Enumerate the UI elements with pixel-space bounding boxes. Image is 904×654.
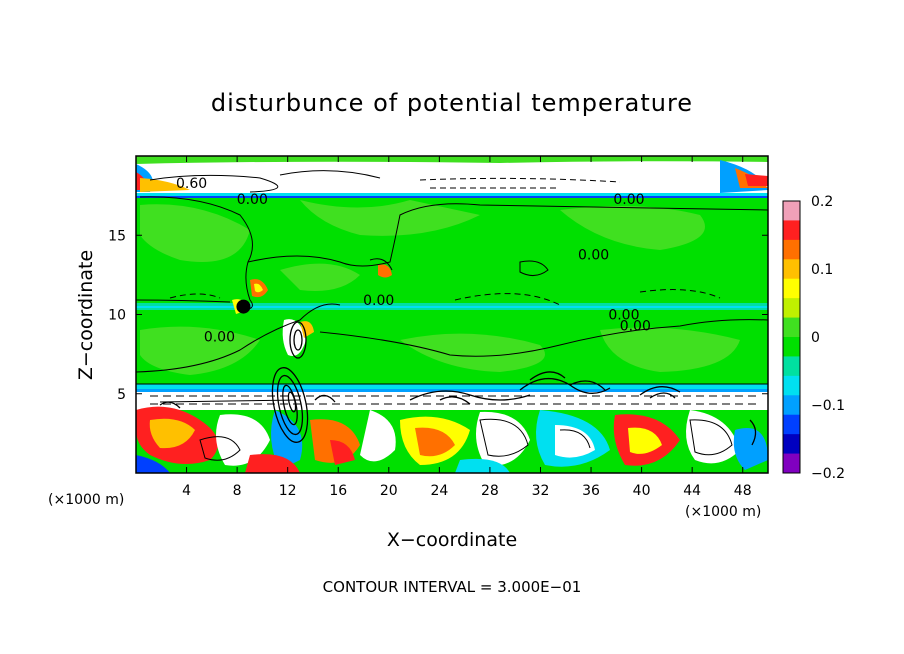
colorbar-swatch — [783, 356, 800, 377]
colorbar-tick-label: 0.2 — [811, 194, 833, 210]
colorbar-swatch — [783, 259, 800, 280]
y-axis-label: Z−coordinate — [75, 250, 97, 380]
contour-label: 0.00 — [363, 293, 394, 309]
contour-label: 0.00 — [578, 247, 609, 263]
dense-contours — [159, 321, 757, 446]
colorbar-swatch — [783, 239, 800, 260]
plot-area: 0.600.00 0.000.000.000.000.000.00 — [136, 156, 768, 473]
colorbar-swatch — [783, 220, 800, 241]
colorbar-swatch — [783, 395, 800, 416]
colorbar-swatch — [783, 317, 800, 338]
contour-label: 0.00 — [613, 192, 644, 208]
colorbar: 0.2 0.1 0 −0.1 −0.2 — [782, 194, 845, 482]
colorbar-swatch — [783, 414, 800, 435]
colorbar-swatch — [783, 375, 800, 396]
contour-lines — [136, 170, 768, 461]
colorbar-tick-label: 0 — [811, 330, 820, 346]
x-tick-label: 16 — [329, 483, 347, 499]
contour-label: 0.60 — [176, 176, 207, 192]
colorbar-swatch — [783, 453, 800, 474]
colorbar-swatch — [783, 434, 800, 455]
colorbar-swatch — [783, 201, 800, 221]
contour-label: 0.00 — [608, 308, 639, 324]
colorbar-swatch — [783, 298, 800, 319]
x-tick-label: 28 — [481, 483, 499, 499]
colorbar-swatch — [783, 337, 800, 357]
upper-layer — [136, 156, 768, 198]
contour-labels: 0.600.00 0.000.000.000.000.000.00 — [176, 176, 651, 346]
x-tick-label: 44 — [683, 483, 701, 499]
x-tick-label: 20 — [380, 483, 398, 499]
markers — [236, 299, 251, 314]
colorbar-swatch — [783, 278, 800, 299]
x-unit-label-left: (×1000 m) — [48, 492, 124, 508]
x-tick-label: 12 — [279, 483, 297, 499]
x-axis-ticks: 4 8 12 16 20 24 28 32 36 40 44 48 — [182, 156, 752, 499]
colorbar-tick-label: 0.1 — [811, 262, 833, 278]
x-tick-label: 24 — [430, 483, 448, 499]
y-axis-ticks: 5 10 15 — [108, 228, 768, 403]
x-tick-label: 8 — [233, 483, 242, 499]
x-tick-label: 32 — [532, 483, 550, 499]
colorbar-tick-label: −0.1 — [811, 398, 845, 414]
x-tick-label: 48 — [734, 483, 752, 499]
contour-label: 0.00 — [620, 319, 651, 335]
contour-interval-note: CONTOUR INTERVAL = 3.000E−01 — [323, 578, 582, 596]
x-unit-label-right: (×1000 m) — [685, 504, 761, 520]
x-axis-label: X−coordinate — [387, 529, 517, 551]
x-tick-label: 4 — [182, 483, 191, 499]
x-tick-label: 40 — [633, 483, 651, 499]
marker-point — [236, 299, 251, 314]
colorbar-frame — [782, 200, 801, 474]
x-tick-label: 36 — [582, 483, 600, 499]
y-tick-label: 10 — [108, 308, 126, 324]
mid-patches — [140, 200, 740, 375]
chart-title: disturbunce of potential temperature — [211, 89, 693, 117]
contour-label: 0.00 — [237, 192, 268, 208]
y-tick-label: 5 — [117, 387, 126, 403]
colorbar-tick-label: −0.2 — [811, 466, 845, 482]
y-tick-label: 15 — [108, 228, 126, 244]
contour-label: 0.00 — [204, 330, 235, 346]
